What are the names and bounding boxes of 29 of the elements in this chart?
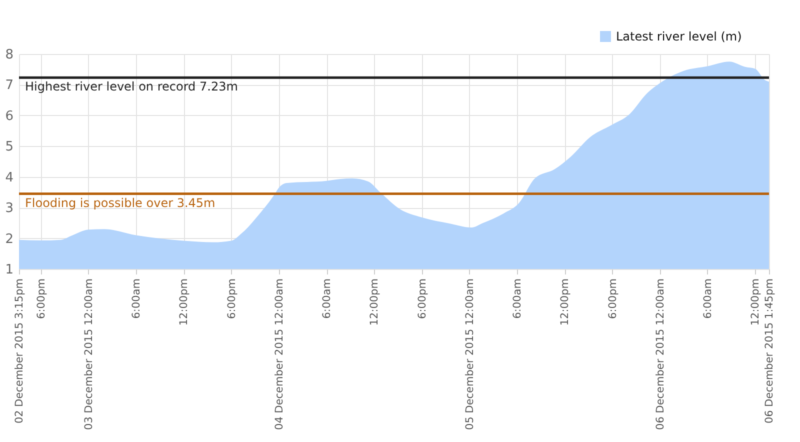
x-tick-label: 12:00pm — [178, 278, 190, 326]
x-tick-label: 05 December 2015 12:00am — [464, 278, 476, 430]
x-tick-label: 6:00am — [130, 278, 143, 319]
x-tick-label: 12:00pm — [368, 278, 381, 326]
x-tick-label: 06 December 2015 1:45pm — [764, 278, 776, 424]
x-tick-label: 6:00pm — [35, 278, 48, 319]
x-tick-label: 6:00am — [512, 278, 524, 319]
x-tick-label: 06 December 2015 12:00am — [654, 278, 666, 430]
y-tick-label: 7 — [5, 78, 14, 94]
x-tick-label: 6:00am — [702, 278, 714, 319]
y-tick-label: 6 — [5, 108, 14, 124]
x-tick-label: 12:00pm — [559, 278, 572, 326]
x-tick-label: 6:00pm — [416, 278, 428, 319]
y-tick-label: 4 — [5, 170, 14, 186]
x-tick-label: 04 December 2015 12:00am — [273, 278, 286, 430]
y-tick-label: 3 — [5, 201, 14, 216]
y-tick-label: 2 — [5, 232, 14, 247]
y-tick-label: 8 — [5, 48, 14, 62]
y-tick-label: 1 — [5, 262, 14, 278]
ref-line-label: Highest river level on record 7.23m — [25, 80, 238, 94]
y-tick-label: 5 — [5, 140, 14, 155]
ref-line-label: Flooding is possible over 3.45m — [25, 196, 216, 210]
x-tick-label: 6:00pm — [606, 278, 619, 319]
x-tick-label: 03 December 2015 12:00am — [82, 278, 95, 430]
x-tick-label: 12:00pm — [750, 278, 762, 326]
x-tick-label: 02 December 2015 3:15pm — [14, 278, 26, 424]
legend-label: Latest river level (m) — [616, 30, 742, 44]
x-tick-label: 6:00pm — [226, 278, 238, 319]
x-tick-label: 6:00am — [321, 278, 334, 319]
